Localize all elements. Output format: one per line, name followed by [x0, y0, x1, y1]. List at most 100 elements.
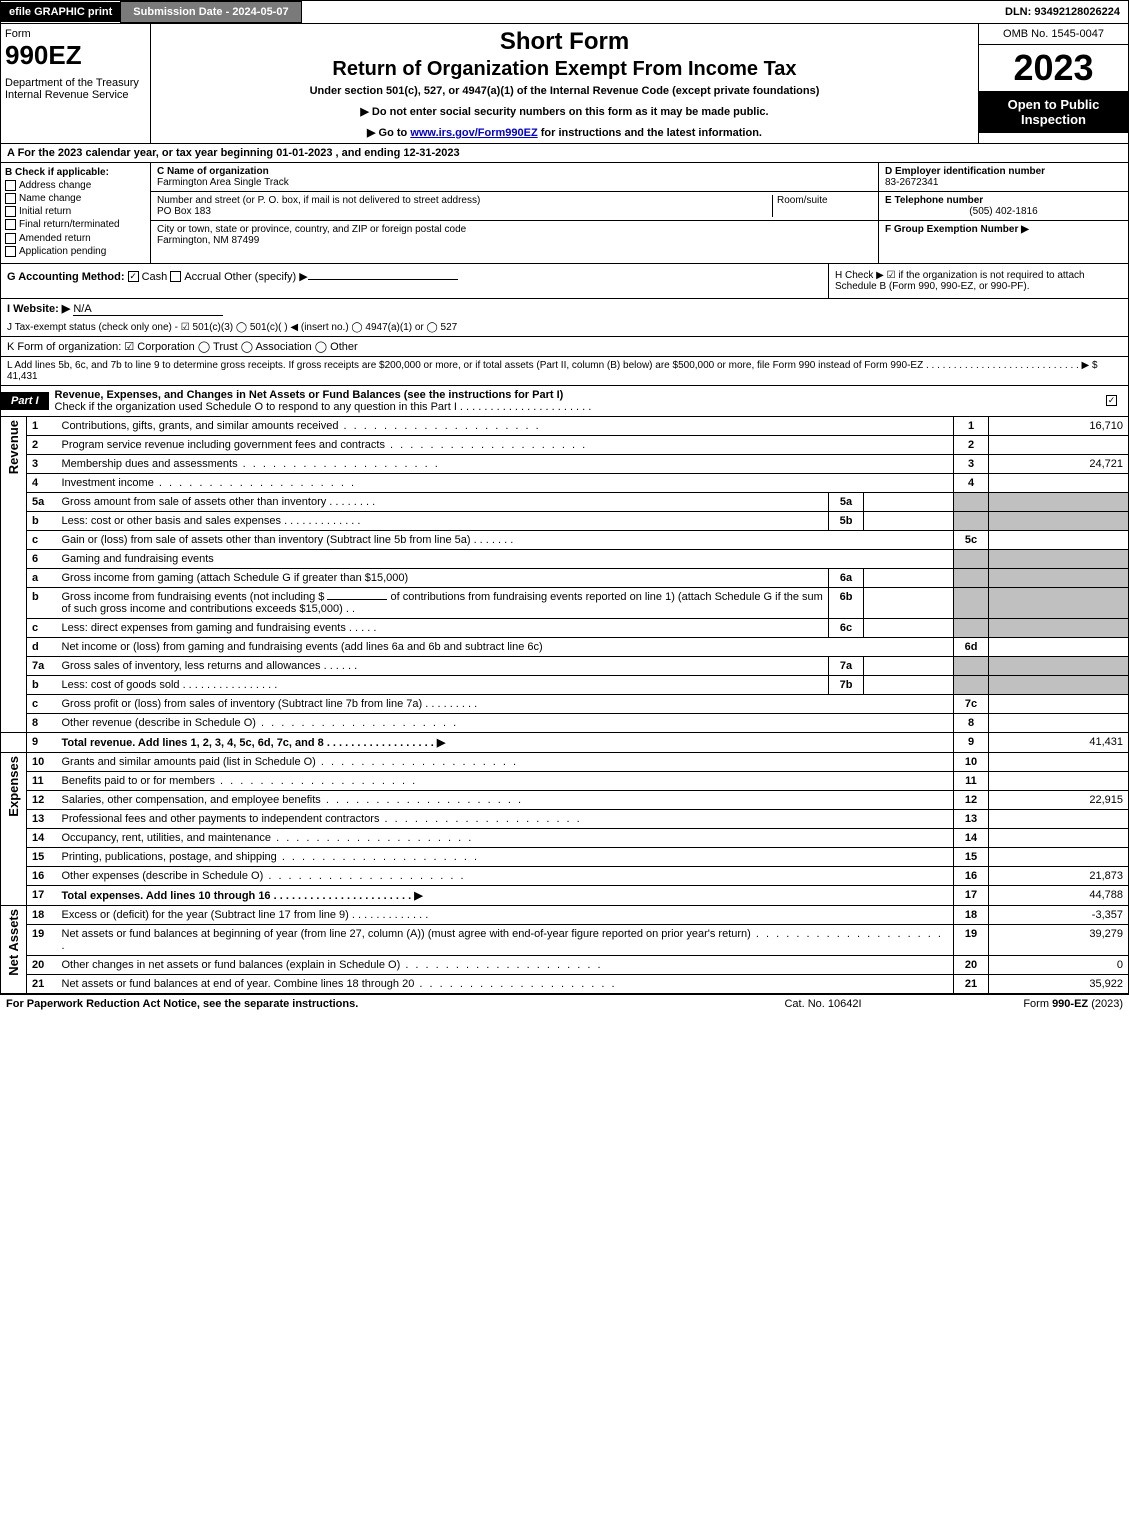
irs-link[interactable]: www.irs.gov/Form990EZ [410, 127, 537, 139]
line-15-amt [989, 847, 1129, 866]
line-7b: b Less: cost of goods sold . . . . . . .… [1, 675, 1129, 694]
note2-pre: ▶ Go to [367, 127, 410, 139]
line-10-amt [989, 752, 1129, 771]
line-14: 14 Occupancy, rent, utilities, and maint… [1, 828, 1129, 847]
line-3-desc: Membership dues and assessments [62, 458, 238, 470]
line-13-amt [989, 809, 1129, 828]
line-16-amt: 21,873 [989, 866, 1129, 885]
line-7a-subval [864, 656, 954, 675]
line-5a: 5a Gross amount from sale of assets othe… [1, 492, 1129, 511]
website-row: I Website: ▶ N/A [0, 299, 1129, 319]
chk-initial-return[interactable]: Initial return [5, 206, 146, 217]
row-a-tax-year: A For the 2023 calendar year, or tax yea… [0, 144, 1129, 163]
line-6b-desc1: Gross income from fundraising events (no… [62, 591, 325, 603]
line-17: 17 Total expenses. Add lines 10 through … [1, 885, 1129, 905]
line-7c-amt [989, 694, 1129, 713]
line-20-desc: Other changes in net assets or fund bala… [62, 959, 401, 971]
line-16: 16 Other expenses (describe in Schedule … [1, 866, 1129, 885]
short-form-title: Short Form [155, 28, 974, 56]
section-b-c-d: B Check if applicable: Address change Na… [0, 163, 1129, 263]
line-11-amt [989, 771, 1129, 790]
line-7c: c Gross profit or (loss) from sales of i… [1, 694, 1129, 713]
line-8: 8 Other revenue (describe in Schedule O)… [1, 713, 1129, 732]
line-6c-desc: Less: direct expenses from gaming and fu… [62, 622, 346, 634]
line-5a-subval [864, 492, 954, 511]
line-7b-desc: Less: cost of goods sold [62, 679, 180, 691]
line-7a: 7a Gross sales of inventory, less return… [1, 656, 1129, 675]
header-right: OMB No. 1545-0047 2023 Open to Public In… [978, 24, 1128, 143]
line-18-desc: Excess or (deficit) for the year (Subtra… [62, 909, 349, 921]
line-2-desc: Program service revenue including govern… [62, 439, 385, 451]
website-value: N/A [73, 303, 223, 316]
line-11: 11 Benefits paid to or for members 11 [1, 771, 1129, 790]
line-5c-desc: Gain or (loss) from sale of assets other… [62, 534, 471, 546]
page-footer: For Paperwork Reduction Act Notice, see … [0, 994, 1129, 1013]
line-6c: c Less: direct expenses from gaming and … [1, 618, 1129, 637]
phone-value: (505) 402-1816 [885, 206, 1122, 217]
row-a-text: A For the 2023 calendar year, or tax yea… [7, 147, 460, 159]
line-4-desc: Investment income [62, 477, 154, 489]
line-7a-desc: Gross sales of inventory, less returns a… [62, 660, 321, 672]
dln-label: DLN: 93492128026224 [997, 2, 1128, 22]
column-c: C Name of organization Farmington Area S… [151, 163, 878, 263]
expenses-side-label: Expenses [1, 752, 27, 905]
chk-name-change[interactable]: Name change [5, 193, 146, 204]
chk-accrual[interactable] [170, 271, 181, 282]
line-9-amt: 41,431 [989, 732, 1129, 752]
department-label: Department of the Treasury Internal Reve… [5, 77, 146, 101]
line-1-amt: 16,710 [989, 417, 1129, 436]
line-19-amt: 39,279 [989, 924, 1129, 955]
line-21: 21 Net assets or fund balances at end of… [1, 974, 1129, 993]
org-name-row: C Name of organization Farmington Area S… [151, 163, 878, 192]
line-4-amt [989, 473, 1129, 492]
line-5b: b Less: cost or other basis and sales ex… [1, 511, 1129, 530]
header-left: Form 990EZ Department of the Treasury In… [1, 24, 151, 143]
line-19-desc: Net assets or fund balances at beginning… [62, 928, 751, 940]
other-specify-input[interactable] [308, 279, 458, 280]
line-18: Net Assets 18 Excess or (deficit) for th… [1, 905, 1129, 924]
line-2-amt [989, 435, 1129, 454]
chk-amended-return[interactable]: Amended return [5, 233, 146, 244]
line-6a-desc: Gross income from gaming (attach Schedul… [57, 568, 829, 587]
chk-address-change[interactable]: Address change [5, 180, 146, 191]
ein-row: D Employer identification number 83-2672… [879, 163, 1128, 192]
line-19: 19 Net assets or fund balances at beginn… [1, 924, 1129, 955]
phone-label: E Telephone number [885, 195, 983, 206]
form-title: Return of Organization Exempt From Incom… [155, 58, 974, 81]
part-1-check[interactable] [1098, 395, 1128, 407]
line-5c-amt [989, 530, 1129, 549]
tax-exempt-status: J Tax-exempt status (check only one) - ☑… [0, 319, 1129, 336]
lines-table: Revenue 1 Contributions, gifts, grants, … [0, 417, 1129, 994]
form-subtitle: Under section 501(c), 527, or 4947(a)(1)… [155, 85, 974, 97]
line-9: 9 Total revenue. Add lines 1, 2, 3, 4, 5… [1, 732, 1129, 752]
line-6a-subval [864, 568, 954, 587]
accounting-method: G Accounting Method: Cash Accrual Other … [1, 264, 828, 298]
chk-cash[interactable] [128, 271, 139, 282]
column-b: B Check if applicable: Address change Na… [1, 163, 151, 263]
omb-number: OMB No. 1545-0047 [979, 24, 1128, 45]
line-14-amt [989, 828, 1129, 847]
form-header: Form 990EZ Department of the Treasury In… [0, 24, 1129, 144]
part-1-title: Revenue, Expenses, and Changes in Net As… [49, 386, 1098, 416]
line-1-desc: Contributions, gifts, grants, and simila… [62, 420, 339, 432]
line-14-desc: Occupancy, rent, utilities, and maintena… [62, 832, 272, 844]
line-3: 3 Membership dues and assessments 3 24,7… [1, 454, 1129, 473]
line-8-amt [989, 713, 1129, 732]
row-l-amount: 41,431 [7, 371, 38, 382]
line-6: 6 Gaming and fundraising events [1, 549, 1129, 568]
line-8-desc: Other revenue (describe in Schedule O) [62, 717, 256, 729]
efile-print-label[interactable]: efile GRAPHIC print [1, 2, 120, 22]
chk-application-pending[interactable]: Application pending [5, 246, 146, 257]
chk-final-return[interactable]: Final return/terminated [5, 219, 146, 230]
street-label: Number and street (or P. O. box, if mail… [157, 195, 480, 206]
line-6b-blank[interactable] [327, 599, 387, 600]
tax-year: 2023 [979, 45, 1128, 91]
line-17-amt: 44,788 [989, 885, 1129, 905]
part-1-subtitle: Check if the organization used Schedule … [55, 401, 592, 413]
paperwork-notice: For Paperwork Reduction Act Notice, see … [6, 998, 723, 1010]
line-6b: b Gross income from fundraising events (… [1, 587, 1129, 618]
org-name: Farmington Area Single Track [157, 177, 289, 188]
catalog-number: Cat. No. 10642I [723, 998, 923, 1010]
city-row: City or town, state or province, country… [151, 221, 878, 249]
line-3-amt: 24,721 [989, 454, 1129, 473]
